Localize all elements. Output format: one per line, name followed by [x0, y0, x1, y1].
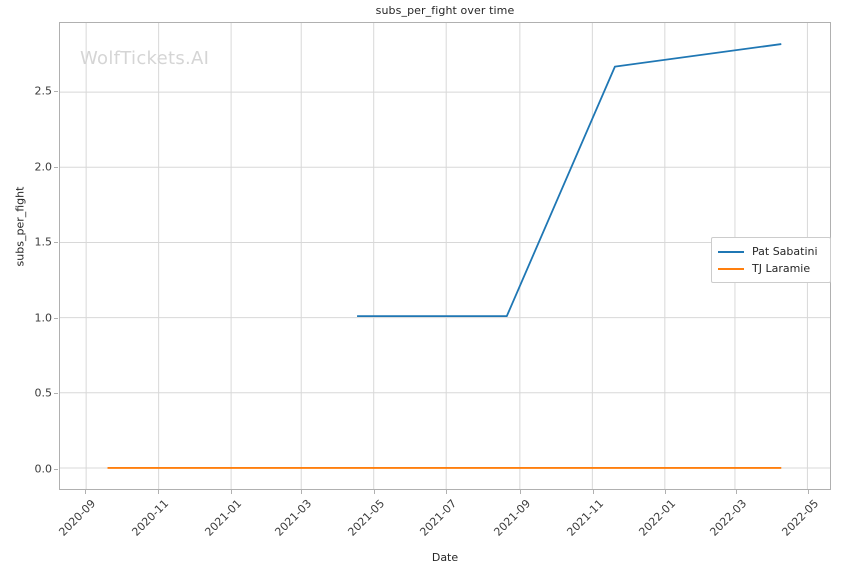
y-tick-mark	[54, 468, 58, 470]
y-tick-mark	[54, 166, 58, 168]
y-tick-label: 0.0	[34, 462, 53, 476]
x-tick-label: 2021-01	[202, 497, 244, 539]
x-tick-mark	[592, 490, 594, 494]
y-tick-mark	[54, 317, 58, 319]
x-axis-tick-labels: 2020-09 2020-11 2021-01 2021-03 2021-05 2021-…	[56, 490, 831, 550]
x-tick-mark	[85, 490, 87, 494]
legend-color-swatch	[718, 250, 744, 253]
legend-label: Pat Sabatini	[752, 245, 818, 258]
x-tick-mark	[735, 490, 737, 494]
x-tick-label: 2021-09	[491, 497, 534, 539]
x-tick-mark	[446, 490, 448, 494]
x-tick-mark	[665, 490, 667, 494]
y-axis-label: subs_per_fight	[13, 186, 27, 267]
x-tick-label: 2021-03	[272, 497, 315, 539]
chart-title: subs_per_fight over time	[375, 4, 515, 17]
x-tick-label: 2020-09	[56, 497, 99, 539]
x-tick-label: 2021-05	[345, 497, 387, 539]
y-tick-mark	[54, 242, 58, 244]
x-tick-label: 2022-05	[779, 497, 822, 539]
y-tick-label: 0.5	[34, 386, 53, 400]
x-tick-label: 2020-11	[129, 497, 172, 539]
x-tick-mark	[300, 490, 302, 494]
y-tick-mark	[54, 91, 58, 93]
x-tick-label: 2021-07	[417, 497, 460, 539]
x-tick-label: 2021-11	[564, 497, 606, 539]
x-axis-label: Date	[431, 551, 459, 564]
y-axis-tick-labels: 0.0 0.5 1.0 1.5 2.0 2.5	[0, 22, 53, 490]
y-tick-label: 1.0	[34, 311, 53, 325]
x-tick-label: 2022-01	[636, 497, 679, 539]
series-line	[357, 43, 782, 318]
legend-label: TJ Laramie	[752, 262, 811, 275]
x-tick-label: 2022-03	[707, 497, 749, 539]
series-lines	[107, 43, 782, 469]
x-tick-mark	[230, 490, 232, 494]
x-tick-mark	[520, 490, 522, 494]
y-axis-ticks	[0, 22, 59, 490]
y-tick-label: 1.5	[34, 235, 53, 249]
y-tick-label: 2.5	[34, 84, 53, 98]
y-tick-mark	[54, 393, 58, 395]
legend-item[interactable]: Pat Sabatini	[718, 243, 824, 260]
x-tick-mark	[157, 490, 159, 494]
chart-legend: Pat Sabatini TJ Laramie	[711, 237, 831, 283]
legend-color-swatch	[718, 267, 744, 270]
x-tick-mark	[373, 490, 375, 494]
legend-item[interactable]: TJ Laramie	[718, 260, 824, 277]
x-tick-mark	[808, 490, 810, 494]
y-tick-label: 2.0	[34, 160, 53, 174]
